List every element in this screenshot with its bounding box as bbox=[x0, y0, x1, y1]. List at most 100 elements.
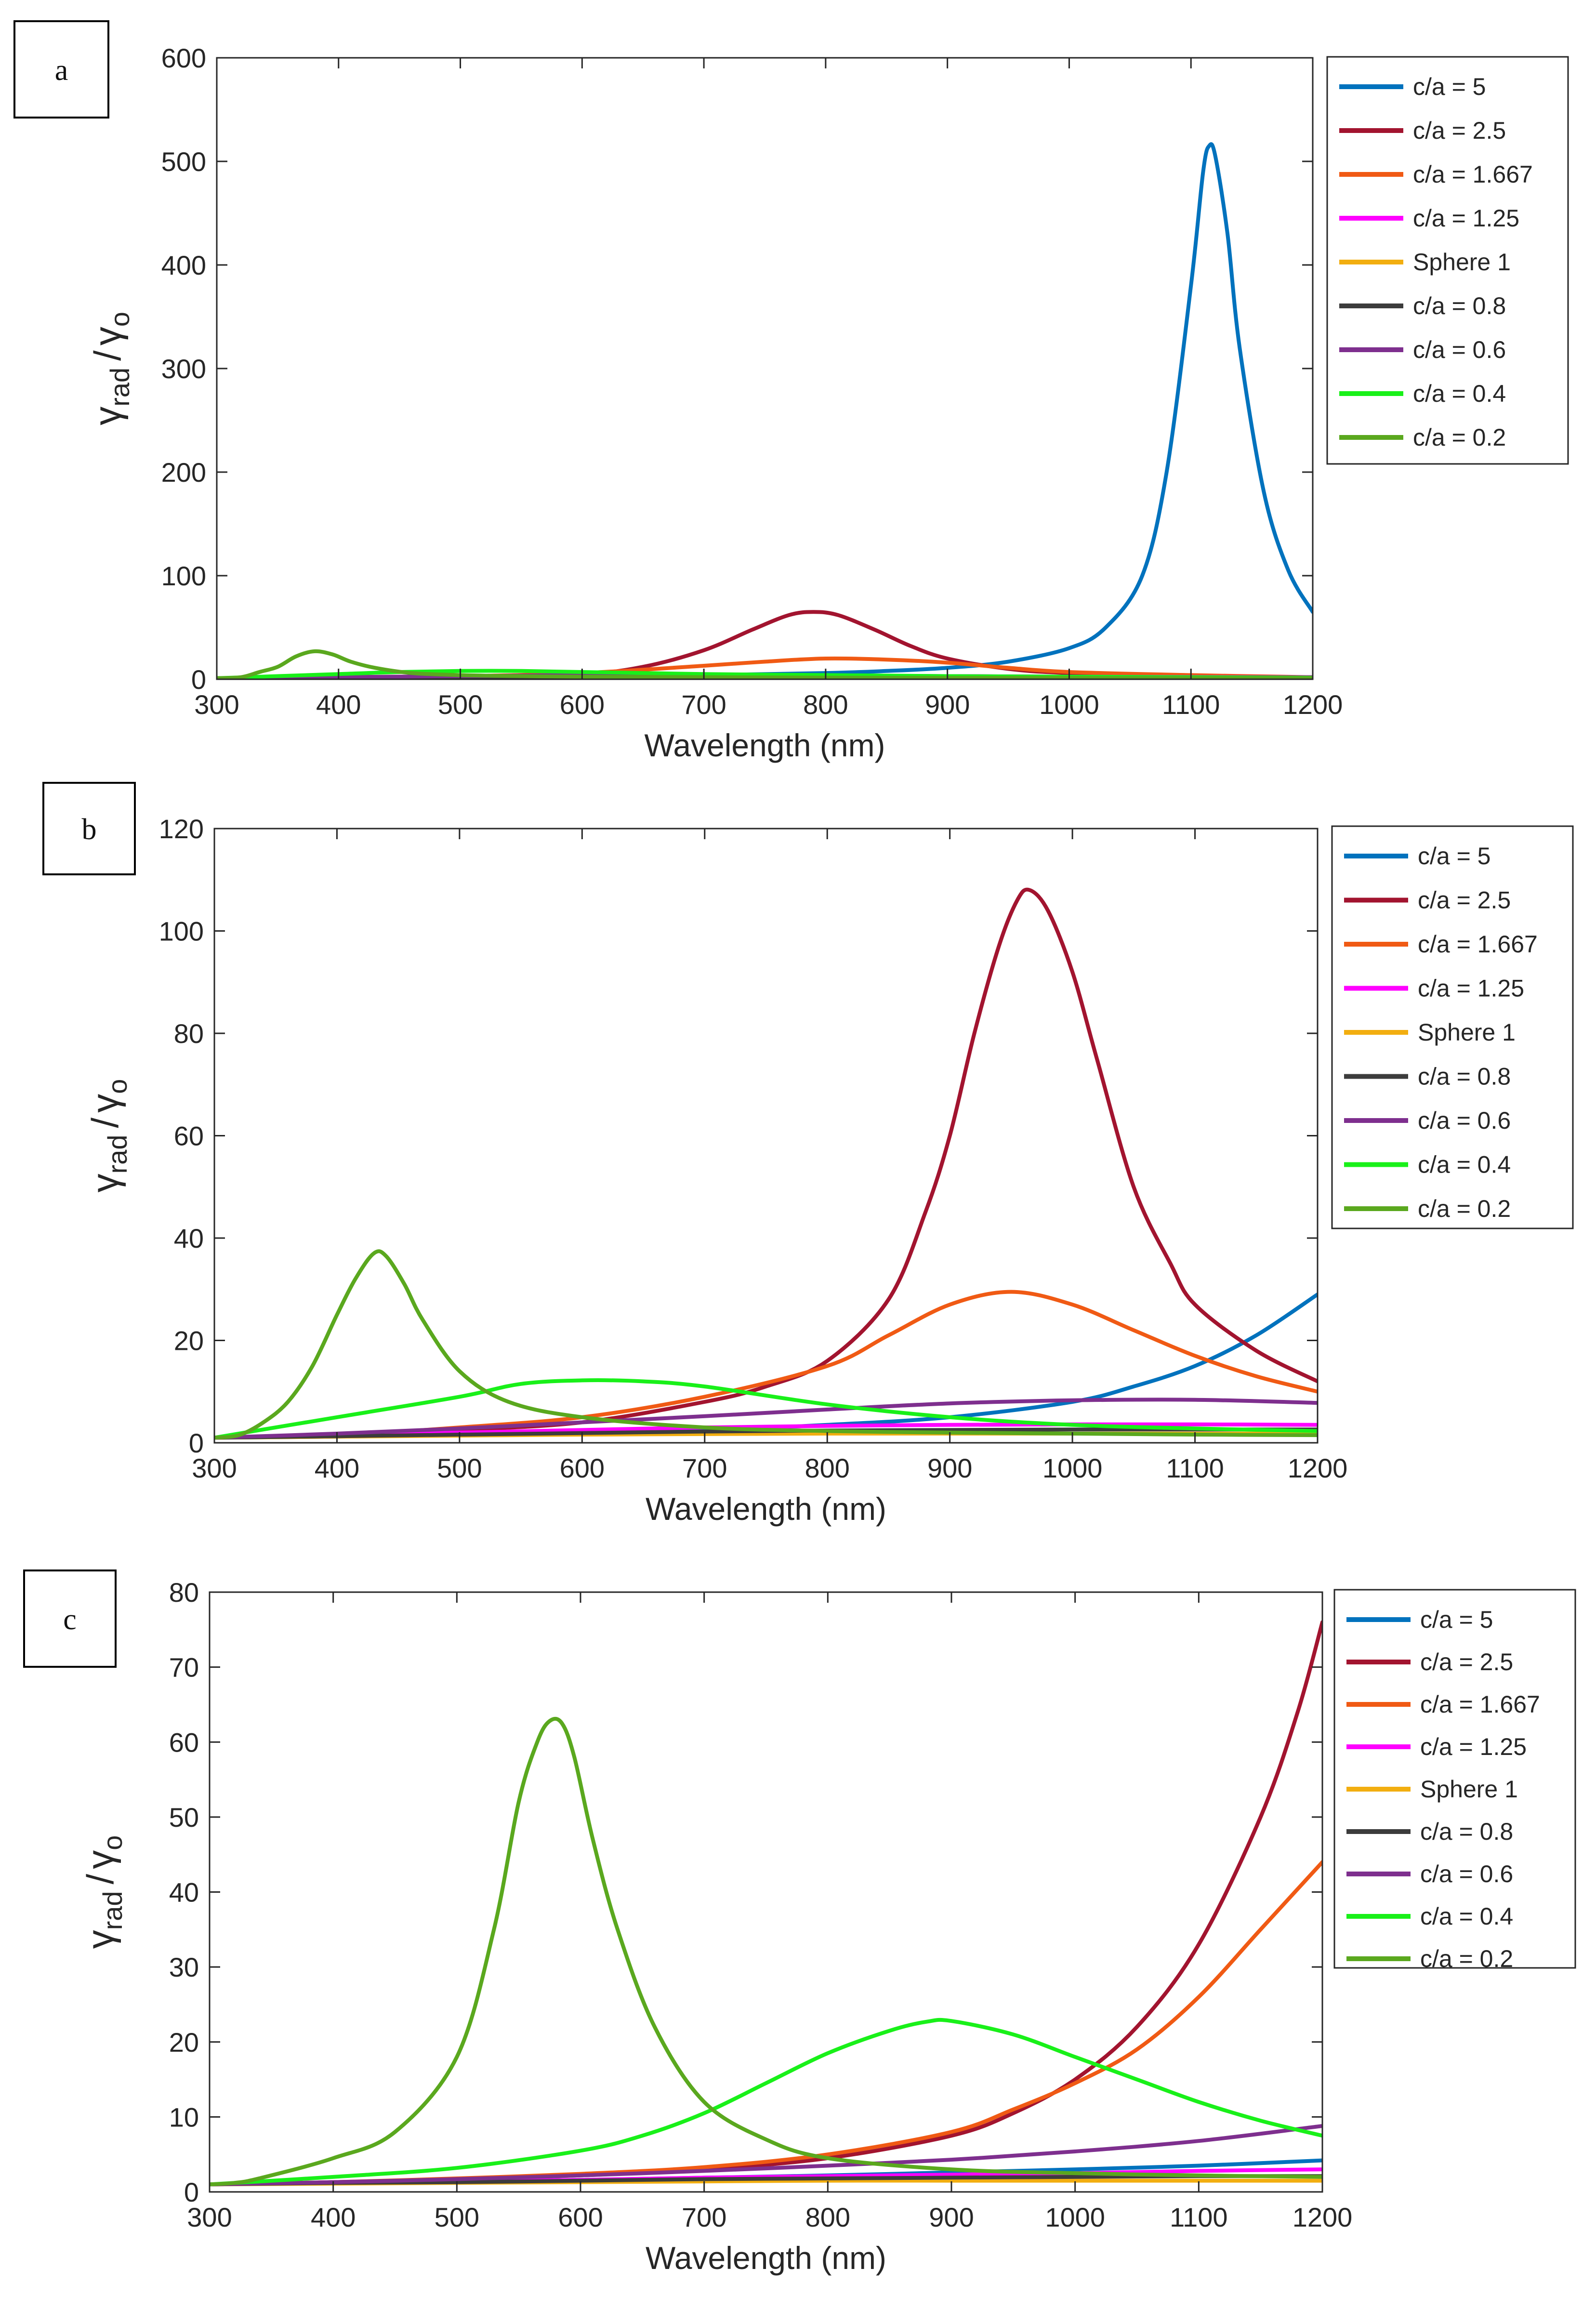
panel-label-box bbox=[23, 1569, 117, 1668]
x-tick-label: 500 bbox=[437, 1453, 482, 1483]
legend-label: c/a = 0.2 bbox=[1418, 1195, 1511, 1222]
legend-label: c/a = 0.6 bbox=[1418, 1107, 1511, 1134]
legend-label: c/a = 5 bbox=[1413, 73, 1486, 100]
legend-label: c/a = 2.5 bbox=[1420, 1649, 1513, 1675]
y-label-sub-rad: rad bbox=[102, 1134, 132, 1174]
series-line-c-a-0-6 bbox=[214, 1398, 1318, 1440]
x-tick-label: 900 bbox=[925, 689, 970, 720]
x-tick-label: 900 bbox=[927, 1453, 972, 1483]
legend-label: c/a = 0.2 bbox=[1420, 1945, 1513, 1972]
legend-label: c/a = 0.4 bbox=[1413, 380, 1506, 407]
series-line-c-a-0-4 bbox=[210, 2018, 1322, 2187]
legend-box bbox=[1331, 825, 1574, 1229]
y-tick-label: 40 bbox=[169, 1877, 199, 1908]
x-tick-label: 1200 bbox=[1288, 1453, 1348, 1483]
plot-area bbox=[214, 829, 1318, 1443]
legend-label: Sphere 1 bbox=[1418, 1019, 1516, 1046]
y-tick-label: 30 bbox=[169, 1952, 199, 1982]
legend-label: c/a = 1.667 bbox=[1420, 1691, 1540, 1718]
y-label-sub-o: o bbox=[97, 1835, 128, 1850]
x-tick-label: 600 bbox=[560, 1453, 605, 1483]
panel-label: a bbox=[55, 54, 68, 87]
y-label-gamma-den: γ bbox=[84, 1094, 126, 1113]
y-tick-label: 40 bbox=[174, 1223, 204, 1253]
series-line-c-a-0-6 bbox=[210, 2124, 1322, 2187]
series-group bbox=[214, 887, 1318, 1440]
x-tick-label: 500 bbox=[438, 689, 483, 720]
y-label-gamma: γ bbox=[79, 1930, 121, 1949]
legend-label: c/a = 0.4 bbox=[1420, 1903, 1513, 1930]
x-tick-label: 1100 bbox=[1166, 1453, 1224, 1483]
panel-a: 300 400 500 600 700 800 900 1000 1100 1200 0 100 200… bbox=[13, 20, 1569, 763]
y-tick-label: 0 bbox=[189, 1428, 204, 1458]
x-tick-label: 600 bbox=[560, 689, 605, 720]
y-tick-label: 60 bbox=[169, 1727, 199, 1757]
y-tick-label: 0 bbox=[184, 2177, 199, 2207]
legend-label: c/a = 1.25 bbox=[1413, 205, 1519, 232]
legend: c/a = 5 c/a = 2.5 c/a = 1.667 c/a = 1.25 Sph… bbox=[1331, 825, 1574, 1229]
legend-label: c/a = 5 bbox=[1418, 843, 1491, 870]
legend-label: Sphere 1 bbox=[1413, 249, 1511, 276]
legend-label: c/a = 0.2 bbox=[1413, 424, 1506, 451]
x-tick-label: 900 bbox=[929, 2202, 974, 2232]
y-tick-label: 300 bbox=[161, 354, 206, 384]
x-axis-label: Wavelength (nm) bbox=[644, 727, 885, 763]
x-tick-label: 400 bbox=[311, 2202, 356, 2232]
y-tick-label: 50 bbox=[169, 1802, 199, 1833]
x-tick-label: 1000 bbox=[1042, 1453, 1103, 1483]
x-axis-label: Wavelength (nm) bbox=[646, 2240, 886, 2276]
series-group bbox=[210, 1620, 1322, 2187]
legend-label: c/a = 0.8 bbox=[1413, 292, 1506, 319]
y-tick-label: 20 bbox=[169, 2027, 199, 2057]
series-line-c-a-0-2 bbox=[210, 1716, 1322, 2187]
legend-label: c/a = 2.5 bbox=[1413, 117, 1506, 144]
series-line-c-a-0-2 bbox=[217, 649, 1313, 679]
legend-label: c/a = 2.5 bbox=[1418, 887, 1511, 914]
legend-label: c/a = 5 bbox=[1420, 1606, 1493, 1633]
legend: c/a = 5 c/a = 2.5 c/a = 1.667 c/a = 1.25 Sph… bbox=[1333, 1589, 1576, 1972]
panel-label: c bbox=[63, 1603, 77, 1636]
y-tick-label: 100 bbox=[161, 561, 206, 591]
y-axis-label: γrad/γo bbox=[79, 1835, 128, 1949]
x-tick-label: 300 bbox=[187, 2202, 232, 2232]
x-tick-label: 1100 bbox=[1162, 689, 1220, 720]
x-tick-label: 1000 bbox=[1039, 689, 1099, 720]
y-tick-label: 20 bbox=[174, 1326, 204, 1356]
x-axis-label: Wavelength (nm) bbox=[646, 1491, 886, 1527]
series-line-c-a-0-2 bbox=[214, 1249, 1318, 1440]
y-label-slash: / bbox=[79, 1873, 121, 1884]
y-tick-label: 60 bbox=[174, 1121, 204, 1151]
y-tick-label: 600 bbox=[161, 43, 206, 73]
x-tick-label: 300 bbox=[194, 689, 239, 720]
y-tick-label: 400 bbox=[161, 250, 206, 280]
y-tick-label: 100 bbox=[159, 916, 204, 947]
y-label-gamma: γ bbox=[84, 1174, 126, 1192]
legend-box bbox=[1333, 1589, 1576, 1969]
x-tick-label: 800 bbox=[803, 689, 848, 720]
y-label-sub-o: o bbox=[105, 312, 135, 327]
legend-label: c/a = 1.25 bbox=[1420, 1733, 1527, 1760]
y-tick-label: 500 bbox=[161, 146, 206, 177]
x-tick-label: 600 bbox=[558, 2202, 603, 2232]
y-tick-label: 80 bbox=[174, 1018, 204, 1049]
x-tick-label: 1200 bbox=[1293, 2202, 1353, 2232]
y-label-sub-o: o bbox=[102, 1079, 132, 1094]
x-tick-label: 800 bbox=[805, 1453, 850, 1483]
y-tick-label: 10 bbox=[169, 2102, 199, 2132]
x-tick-label: 300 bbox=[192, 1453, 237, 1483]
x-tick-label: 1000 bbox=[1045, 2202, 1105, 2232]
y-tick-label: 120 bbox=[159, 814, 204, 844]
y-tick-label: 200 bbox=[161, 457, 206, 488]
legend: c/a = 5 c/a = 2.5 c/a = 1.667 c/a = 1.25 Sph… bbox=[1326, 56, 1569, 465]
legend-label: c/a = 0.8 bbox=[1418, 1063, 1511, 1090]
legend-label: c/a = 0.8 bbox=[1420, 1818, 1513, 1845]
x-tick-label: 700 bbox=[682, 2202, 726, 2232]
y-tick-label: 80 bbox=[169, 1577, 199, 1608]
panel-b: 300 400 500 600 700 800 900 1000 1100 1200 0 20 40 60… bbox=[42, 782, 1574, 1527]
x-tick-label: 700 bbox=[682, 1453, 727, 1483]
y-label-gamma: γ bbox=[86, 407, 129, 425]
panel-label-box bbox=[42, 782, 136, 875]
y-tick-label: 70 bbox=[169, 1652, 199, 1683]
y-label-gamma-den: γ bbox=[79, 1850, 121, 1869]
